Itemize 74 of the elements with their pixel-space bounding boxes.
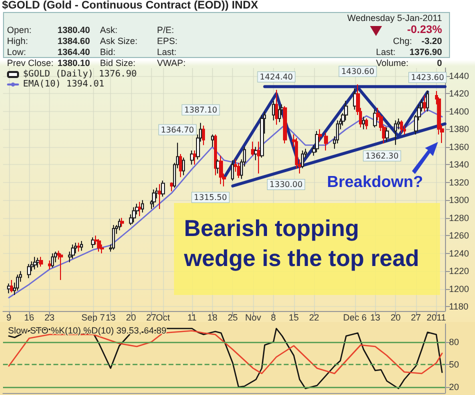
note-box: Bearish topping wedge is the top read <box>174 203 440 295</box>
x-tick-label: 13 <box>106 312 116 322</box>
text: EPS: <box>157 36 178 47</box>
x-tick-label: 16 <box>24 312 34 322</box>
y-tick-label: 1440 <box>449 70 470 81</box>
text: Open: <box>7 25 32 36</box>
y-tick-label: 1240 <box>449 248 470 258</box>
x-tick-label: Nov <box>245 312 262 322</box>
annotation: Breakdown? <box>327 173 424 192</box>
y-tick-label: 1400 <box>449 106 470 116</box>
text: Low: <box>7 47 26 58</box>
y-tick-label: 1420 <box>449 88 470 99</box>
text: Volume: <box>376 58 409 69</box>
x-tick-label: Sep 7 <box>81 312 105 322</box>
y-tick-label: 80 <box>449 337 460 347</box>
text: 0 <box>436 58 442 69</box>
text: 1380.40 <box>57 25 90 36</box>
y-tick-label: 1300 <box>449 195 470 206</box>
text: 1364.40 <box>57 47 90 58</box>
text: Ask: <box>100 25 118 36</box>
y-tick-label: 1360 <box>449 142 470 152</box>
chart-title: $GOLD (Gold - Continuous Contract (EOD)) INDX <box>2 0 259 12</box>
x-tick-label: 15 <box>288 312 299 322</box>
annotation: 1424.40 <box>260 72 293 82</box>
text: -3.20 <box>421 36 442 47</box>
text: Wednesday 5-Jan-2011 <box>347 13 442 24</box>
annotation: 1330.00 <box>270 180 303 190</box>
x-tick-label: 20 <box>390 312 401 322</box>
annotation: 1423.60 <box>411 73 444 82</box>
y-tick-label: 1200 <box>449 284 470 294</box>
text: P/E: <box>157 25 174 36</box>
y-tick-label: 20 <box>449 382 460 392</box>
text: Chg: <box>393 36 412 47</box>
x-tick-label: 25 <box>228 312 238 322</box>
x-tick-label: 18 <box>207 312 218 322</box>
text: 1376.90 <box>409 47 442 58</box>
x-tick-label: 9 <box>6 312 12 322</box>
x-tick-label: Oct <box>156 312 170 322</box>
x-tick-label: 27 <box>146 312 156 322</box>
annotation: 1364.70 <box>160 125 194 134</box>
x-tick-label: 23 <box>44 312 55 322</box>
y-tick-label: 50 <box>449 360 460 370</box>
text: Prev Close: <box>7 58 54 69</box>
y-tick-label: 1260 <box>449 230 470 241</box>
x-tick-label: Dec 6 <box>343 312 367 322</box>
legend-label: EMA(10) 1394.01 <box>23 80 104 90</box>
x-tick-label: 8 <box>270 312 276 322</box>
text: VWAP: <box>157 58 186 69</box>
text: Last: <box>376 47 396 58</box>
text: Ask Size: <box>100 36 138 47</box>
x-tick-label: 22 <box>309 312 320 322</box>
annotation: 1430.60 <box>341 66 374 76</box>
x-tick-label: 11 <box>187 312 197 322</box>
y-tick-label: 1220 <box>449 266 470 276</box>
x-tick-label: 20 <box>126 312 136 322</box>
text: 1384.60 <box>57 36 90 47</box>
text: High: <box>7 36 28 47</box>
x-tick-label: 2011 <box>426 312 446 322</box>
y-tick-label: 1340 <box>449 160 470 170</box>
annotation: 1315.50 <box>194 192 227 202</box>
text: Bid: <box>100 47 116 58</box>
annotation: 1362.30 <box>365 151 399 160</box>
x-tick-label: 13 <box>370 312 380 322</box>
x-tick-label: 27 <box>410 312 421 322</box>
text: Last: <box>157 47 177 58</box>
y-tick-label: 1320 <box>449 177 470 188</box>
text: -0.23% <box>407 24 442 37</box>
text: Bid Size: <box>100 58 136 69</box>
y-tick-label: 1280 <box>449 212 470 223</box>
annotation: 1387.10 <box>184 105 218 114</box>
y-tick-label: 1180 <box>449 302 468 312</box>
y-tick-label: 1380 <box>449 124 470 134</box>
legend-label: $GOLD (Daily) 1376.90 <box>23 70 137 80</box>
text: 1380.10 <box>57 58 90 69</box>
